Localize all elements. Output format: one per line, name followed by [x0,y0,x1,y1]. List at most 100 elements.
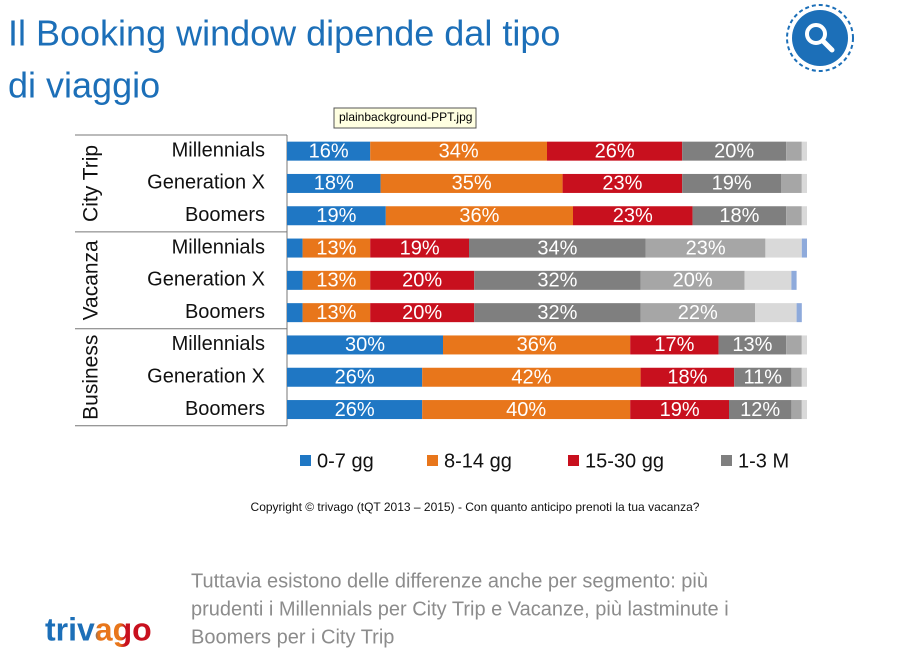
value-label: 13% [316,270,356,292]
bar-segment [718,335,787,355]
value-label: 17% [654,334,694,356]
title-line: di viaggio [8,65,160,106]
value-label: 26% [335,399,375,421]
value-label: 16% [309,140,349,162]
value-label: 23% [686,237,726,259]
category-label: Generation X [147,366,265,388]
bar-segment [573,206,693,226]
legend-label: 15-30 gg [585,450,664,472]
bar-segment [287,270,303,290]
bar-segment [765,238,802,258]
footer-line: Tuttavia esistono delle differenze anche… [191,570,708,592]
value-label: 20% [402,270,442,292]
value-label: 13% [316,237,356,259]
value-label: 20% [673,270,713,292]
category-label: Millennials [172,236,265,258]
tooltip [333,107,477,129]
value-label: 30% [345,334,385,356]
copyright: Copyright © trivago (tQT 2013 – 2015) - … [251,500,700,514]
bar-segment [287,238,303,258]
bar-segment [801,400,807,420]
category-label: Millennials [172,333,265,355]
value-label: 13% [732,334,772,356]
bar-segment [801,238,807,258]
bar-segment [791,367,802,387]
bar-segment [786,141,802,161]
footer-line: Boomers per i City Trip [191,626,394,648]
bar-segment [370,141,547,161]
legend-label: 8-14 gg [444,450,512,472]
value-label: 23% [602,173,642,195]
bar-segment [287,141,371,161]
value-label: 18% [719,205,759,227]
value-label: 42% [511,367,551,389]
bar-segment [692,206,787,226]
bar-segment [786,335,802,355]
footer-line: prudenti i Millennials per City Trip e V… [191,598,729,620]
title-line: Il Booking window dipende dal tipo [8,13,560,54]
value-label: 26% [335,367,375,389]
category-label: Boomers [185,398,265,420]
logo: trivago [45,611,152,647]
bar-segment [287,335,443,355]
search-icon[interactable] [786,4,854,72]
bar-segment [640,270,745,290]
bar-segment [791,400,802,420]
group-label: City Trip [80,145,103,222]
category-label: Generation X [147,269,265,291]
value-label: 19% [712,173,752,195]
category-label: Generation X [147,172,265,194]
bar-segment [682,173,781,193]
bar-segment [755,303,797,323]
bar-segment [630,335,719,355]
legend-label: 0-7 gg [317,450,374,472]
value-label: 36% [459,205,499,227]
bar-segment [385,206,573,226]
bar-segment [682,141,787,161]
value-label: 32% [537,302,577,324]
value-label: 23% [613,205,653,227]
bar-segment [734,367,792,387]
bar-segment [729,400,792,420]
value-label: 26% [595,140,635,162]
bar-segment [474,270,641,290]
bar-segment [422,400,631,420]
value-label: 18% [667,367,707,389]
bar-segment [370,238,469,258]
value-label: 40% [506,399,546,421]
bar-segment [380,173,563,193]
bar-segment [287,303,303,323]
bar-segment [287,173,381,193]
legend-label: 1-3 M [738,450,789,472]
value-label: 13% [316,302,356,324]
bar-segment [630,400,729,420]
group-label: Business [80,335,103,420]
bar-segment [640,303,755,323]
value-label: 19% [660,399,700,421]
bar-segment [801,141,807,161]
value-label: 19% [316,205,356,227]
bar-segment [422,367,641,387]
value-label: 34% [537,237,577,259]
bar-segment [801,173,807,193]
value-label: 22% [678,302,718,324]
bar-segment [801,335,807,355]
value-label: 35% [452,173,492,195]
legend-swatch [721,455,732,466]
bar-segment [287,400,423,420]
bar-segment [302,303,371,323]
value-label: 18% [314,173,354,195]
value-label: 19% [400,237,440,259]
value-label: 11% [744,367,783,389]
legend-swatch [427,455,438,466]
value-label: 20% [714,140,754,162]
bar-segment [443,335,631,355]
bar-segment [786,206,802,226]
bar-segment [370,303,475,323]
group-label: Vacanza [80,240,103,320]
bar-segment [370,270,475,290]
bar-segment [781,173,802,193]
bar-segment [287,367,423,387]
category-label: Boomers [185,301,265,323]
